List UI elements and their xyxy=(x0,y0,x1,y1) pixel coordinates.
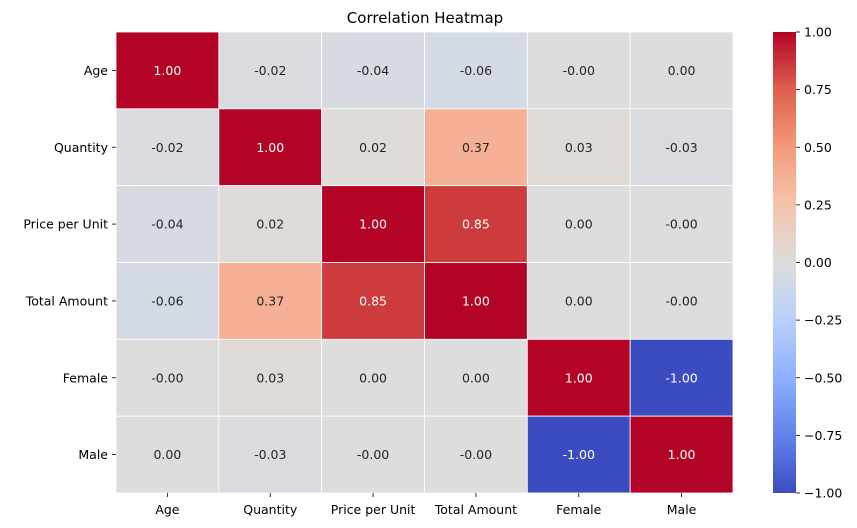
chart-title: Correlation Heatmap xyxy=(347,9,503,27)
heatmap-cells: 1.00 -0.02 -0.04 -0.06 -0.00 0.00 -0.02 1.00 0.0… xyxy=(115,31,734,494)
cell-value-label: 1.00 xyxy=(153,63,181,78)
heatmap-cell-age-price-per-unit xyxy=(321,31,425,110)
colorbar: 1.00 0.75 0.50 0.25 0.00 −0.25 −0.50 −0.75 −1.00 xyxy=(773,25,842,501)
y-tick-label-male: Male xyxy=(78,447,108,462)
cell-value-label: 0.00 xyxy=(668,63,696,78)
heatmap-cell-quantity-price-per-unit xyxy=(321,108,425,187)
cell-value-label: 0.02 xyxy=(359,140,387,155)
heatmap-cell-total-amount-age xyxy=(115,262,220,340)
cell-value-label: 1.00 xyxy=(565,370,593,385)
cell-value-label: 0.02 xyxy=(256,217,284,232)
x-tick-label-price-per-unit: Price per Unit xyxy=(331,502,416,517)
heatmap-cell-male-male xyxy=(629,415,734,494)
cell-value-label: 0.00 xyxy=(462,370,490,385)
cell-value-label: -0.04 xyxy=(357,63,389,78)
cell-value-label: -0.02 xyxy=(151,140,183,155)
y-tick-label-female: Female xyxy=(63,370,109,385)
cell-value-label: 0.00 xyxy=(565,217,593,232)
cell-value-label: 0.37 xyxy=(462,140,490,155)
cell-value-label: 1.00 xyxy=(256,140,284,155)
heatmap-cell-age-age xyxy=(115,31,220,110)
x-tick-label-male: Male xyxy=(667,502,697,517)
x-tick-label-total-amount: Total Amount xyxy=(434,502,517,517)
colorbar-tick-label: 0.50 xyxy=(804,140,832,155)
heatmap-cell-total-amount-male xyxy=(629,262,734,340)
cell-value-label: -0.00 xyxy=(460,447,492,462)
heatmap-cell-total-amount-total-amount xyxy=(424,262,528,340)
heatmap-cell-total-amount-female xyxy=(526,262,631,340)
heatmap-cell-male-age xyxy=(115,415,220,494)
y-axis-ticks: Age Quantity Price per Unit Total Amount Fem… xyxy=(23,63,116,462)
cell-value-label: -0.03 xyxy=(665,140,697,155)
colorbar-tick-label: 0.25 xyxy=(804,197,832,212)
x-tick-label-quantity: Quantity xyxy=(243,502,298,517)
heatmap-cell-price-per-unit-total-amount xyxy=(424,185,528,263)
cell-value-label: 0.00 xyxy=(359,370,387,385)
heatmap-cell-quantity-total-amount xyxy=(424,108,528,187)
heatmap-cell-total-amount-quantity xyxy=(218,262,323,340)
heatmap-cell-male-price-per-unit xyxy=(321,415,425,494)
heatmap-cell-male-female xyxy=(526,415,631,494)
colorbar-tick-label: 1.00 xyxy=(804,25,832,40)
cell-value-label: -0.02 xyxy=(254,63,286,78)
y-tick-label-quantity: Quantity xyxy=(54,140,109,155)
cell-value-label: 0.03 xyxy=(565,140,593,155)
heatmap-cell-quantity-age xyxy=(115,108,220,187)
heatmap-cell-price-per-unit-age xyxy=(115,185,220,263)
y-tick-label-total-amount: Total Amount xyxy=(25,293,108,308)
cell-value-label: 0.85 xyxy=(359,293,387,308)
heatmap-cell-quantity-quantity xyxy=(218,108,323,187)
colorbar-tick-label: −0.50 xyxy=(804,370,842,385)
heatmap-cell-male-total-amount xyxy=(424,415,528,494)
heatmap-cell-female-age xyxy=(115,338,220,417)
heatmap-cell-female-female xyxy=(526,338,631,417)
cell-value-label: 0.37 xyxy=(256,293,284,308)
x-tick-label-female: Female xyxy=(556,502,602,517)
cell-value-label: -0.00 xyxy=(665,293,697,308)
cell-value-label: -0.03 xyxy=(254,447,286,462)
heatmap-cell-price-per-unit-male xyxy=(629,185,734,263)
cell-value-label: -0.00 xyxy=(665,217,697,232)
heatmap-cell-age-quantity xyxy=(218,31,323,110)
colorbar-tick-label: 0.00 xyxy=(804,255,832,270)
cell-value-label: 1.00 xyxy=(668,447,696,462)
heatmap-cell-age-total-amount xyxy=(424,31,528,110)
colorbar-tick-label: 0.75 xyxy=(804,82,832,97)
cell-value-label: 1.00 xyxy=(462,293,490,308)
cell-value-label: -1.00 xyxy=(665,370,697,385)
heatmap-cell-total-amount-price-per-unit xyxy=(321,262,425,340)
cell-value-label: 0.00 xyxy=(565,293,593,308)
colorbar-tick-label: −0.25 xyxy=(804,313,842,328)
colorbar-tick-label: −0.75 xyxy=(804,428,842,443)
heatmap-cell-quantity-male xyxy=(629,108,734,187)
heatmap-cell-price-per-unit-female xyxy=(526,185,631,263)
colorbar-tick-label: −1.00 xyxy=(804,486,842,501)
cell-value-label: -0.04 xyxy=(151,217,183,232)
cell-value-label: -0.00 xyxy=(357,447,389,462)
heatmap-cell-female-quantity xyxy=(218,338,323,417)
cell-value-label: 0.03 xyxy=(256,370,284,385)
cell-value-label: 0.85 xyxy=(462,217,490,232)
x-axis-ticks: Age Quantity Price per Unit Total Amount Fem… xyxy=(155,493,697,517)
cell-value-label: 0.00 xyxy=(153,447,181,462)
cell-value-label: 1.00 xyxy=(359,217,387,232)
heatmap-cell-female-male xyxy=(629,338,734,417)
cell-value-label: -0.00 xyxy=(563,63,595,78)
y-tick-label-price-per-unit: Price per Unit xyxy=(23,217,108,232)
cell-value-label: -1.00 xyxy=(563,447,595,462)
heatmap-cell-price-per-unit-quantity xyxy=(218,185,323,263)
heatmap-cell-price-per-unit-price-per-unit xyxy=(321,185,425,263)
cell-value-label: -0.00 xyxy=(151,370,183,385)
x-tick-label-age: Age xyxy=(155,502,179,517)
cell-value-label: -0.06 xyxy=(460,63,492,78)
y-tick-label-age: Age xyxy=(84,63,108,78)
colorbar-gradient xyxy=(773,32,796,493)
cell-value-label: -0.06 xyxy=(151,293,183,308)
